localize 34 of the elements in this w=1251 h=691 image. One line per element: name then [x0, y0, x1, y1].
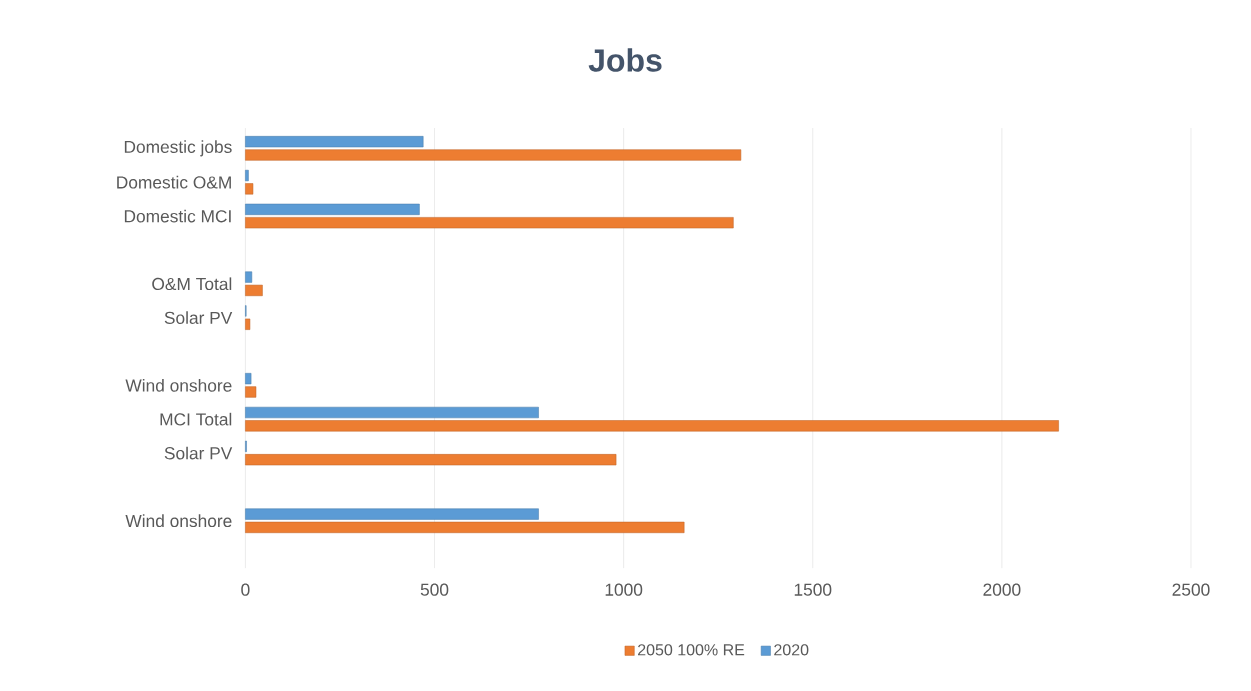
legend-label: 2050 100% RE — [638, 644, 745, 656]
x-tick-label: 1500 — [794, 583, 832, 596]
y-tick-label: O&M Total — [152, 277, 232, 291]
bar — [245, 454, 617, 466]
x-tick-label: 1000 — [605, 583, 643, 596]
x-tick-label: 2000 — [983, 583, 1021, 596]
chart-title: Jobs — [588, 48, 662, 72]
y-tick-label: Wind onshore — [125, 379, 232, 392]
bar — [245, 420, 1059, 432]
bar — [245, 136, 424, 148]
y-tick-label: Domestic O&M — [117, 175, 231, 189]
y-tick-label: MCI Total — [160, 412, 232, 426]
bar — [245, 203, 420, 216]
y-tick-label: Wind onshore — [125, 514, 232, 528]
legend-label: 2020 — [774, 644, 809, 656]
bar — [245, 508, 539, 520]
y-tick-label: Domestic jobs — [124, 140, 232, 157]
y-tick-label: Solar PV — [164, 311, 233, 325]
bar — [245, 521, 685, 534]
y-tick-label: Domestic MCI — [124, 209, 231, 223]
bar — [245, 373, 252, 385]
bar — [245, 217, 734, 229]
y-tick-label: Solar PV — [164, 446, 233, 460]
bar — [245, 318, 251, 330]
x-tick-label: 0 — [241, 583, 250, 596]
x-tick-label: 2500 — [1172, 583, 1210, 596]
bar — [245, 386, 257, 398]
bar — [245, 406, 539, 419]
bar — [245, 183, 254, 195]
bar — [245, 271, 253, 283]
x-tick-label: 500 — [420, 583, 449, 596]
bar — [245, 149, 742, 161]
bar — [245, 284, 263, 297]
bar — [245, 170, 249, 182]
